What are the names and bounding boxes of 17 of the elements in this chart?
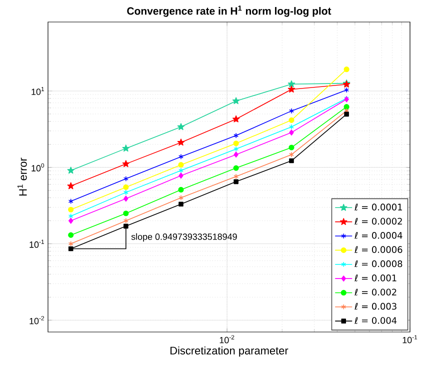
x-axis-title: Discretization parameter: [170, 346, 288, 357]
y-tick-label: 10$^{1}$: [32, 86, 44, 95]
legend-label: ℓ = 0.0002: [354, 218, 402, 225]
legend-label: ℓ = 0.004: [354, 317, 397, 324]
y-tick-label: 10$^{-1}$: [30, 240, 44, 248]
annotation: slope 0.949739333518949: [131, 233, 237, 242]
legend-label: ℓ = 0.0008: [354, 260, 402, 268]
y-axis-title: H$^{1}$ error: [17, 158, 27, 196]
legend-label: ℓ = 0.001: [354, 274, 396, 282]
legend-label: ℓ = 0.003: [354, 302, 396, 310]
chart-title: Convergence rate in H$^{1}$ norm log-log plot: [127, 6, 332, 17]
legend-label: ℓ = 0.0006: [354, 246, 402, 253]
legend-label: ℓ = 0.0004: [354, 232, 402, 239]
y-tick-label: 10$^{-2}$: [30, 316, 44, 324]
y-tick-label: 10$^{0}$: [32, 163, 44, 172]
legend-label: ℓ = 0.002: [354, 288, 396, 296]
legend-label: ℓ = 0.0001: [354, 204, 402, 210]
